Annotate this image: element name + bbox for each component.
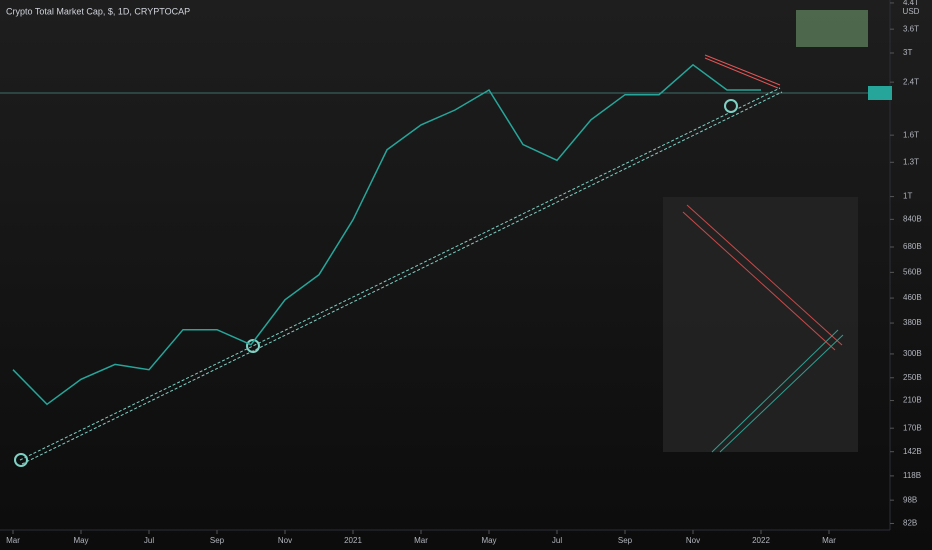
y-tick-label: 560B <box>903 267 922 276</box>
x-tick-label: Mar <box>414 536 428 545</box>
y-tick-label: 2.4T <box>903 77 919 86</box>
y-tick-label: 3T <box>903 48 912 57</box>
y-unit: USD <box>903 7 920 16</box>
y-tick-label: 1T <box>903 192 912 201</box>
inset-panel <box>663 197 858 452</box>
y-tick-label: 118B <box>903 471 921 480</box>
x-tick-label: Nov <box>278 536 292 545</box>
y-tick-label: 82B <box>903 519 917 528</box>
touch-circle <box>724 99 738 113</box>
x-tick-label: Jul <box>552 536 562 545</box>
logo <box>796 10 868 47</box>
y-tick-label: 170B <box>903 423 922 432</box>
y-tick-label: 380B <box>903 318 922 327</box>
y-tick-label: 840B <box>903 214 922 223</box>
price-line-series <box>12 63 761 406</box>
x-tick-label: 2022 <box>752 536 770 545</box>
inset-trendline <box>711 329 844 453</box>
inset-trendline <box>682 204 843 351</box>
resistance-trendline <box>704 54 781 89</box>
y-tick-label: 4.4T <box>903 0 919 7</box>
y-tick-label: 680B <box>903 242 922 251</box>
y-tick-label: 1.3T <box>903 157 919 166</box>
price-tag <box>868 86 892 100</box>
x-tick-label: Nov <box>686 536 700 545</box>
y-tick-label: 210B <box>903 396 922 405</box>
y-tick-label: 250B <box>903 373 922 382</box>
chart-title: Crypto Total Market Cap, $, 1D, CRYPTOCA… <box>6 6 190 16</box>
x-tick-label: May <box>481 536 496 545</box>
y-tick-label: 98B <box>903 495 917 504</box>
y-tick-label: 460B <box>903 293 922 302</box>
x-tick-label: Sep <box>210 536 225 545</box>
touch-circle <box>14 453 28 467</box>
touch-circle <box>246 339 260 353</box>
x-tick-label: Jul <box>144 536 154 545</box>
y-tick-label: 300B <box>903 349 922 358</box>
y-tick-label: 1.6T <box>903 130 919 139</box>
x-tick-label: 2021 <box>344 536 362 545</box>
y-tick-label: 142B <box>903 447 922 456</box>
x-tick-label: Mar <box>6 536 20 545</box>
y-tick-label: 3.6T <box>903 24 919 33</box>
support-trendline <box>19 87 783 465</box>
x-tick-label: Sep <box>618 536 633 545</box>
x-tick-label: Mar <box>822 536 836 545</box>
x-tick-label: May <box>73 536 88 545</box>
